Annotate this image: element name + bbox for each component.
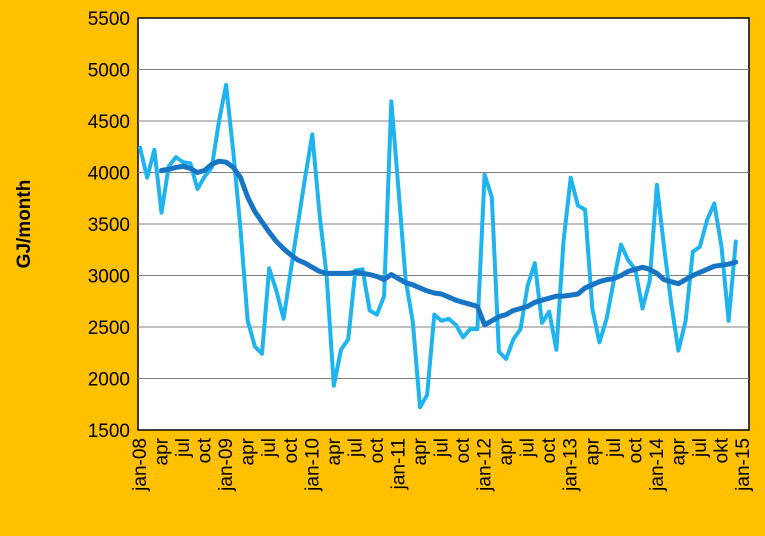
x-tick-label: jul <box>345 438 366 458</box>
x-tick-label: oct <box>195 437 216 463</box>
x-tick-label: jul <box>604 438 625 458</box>
x-tick-label: apr <box>324 437 345 465</box>
x-tick-label: jan-11 <box>388 438 409 490</box>
monthly-series-line <box>138 82 738 410</box>
series-group <box>138 82 739 410</box>
y-tick-label: 1500 <box>88 421 130 442</box>
y-tick-label: 4000 <box>88 164 130 185</box>
x-tick-label: apr <box>582 437 603 465</box>
x-tick-label: jul <box>690 438 711 458</box>
x-tick-label: jul <box>518 438 539 458</box>
x-tick-label: apr <box>496 437 517 465</box>
y-tick-label: 2000 <box>88 370 130 391</box>
x-tick-label: oct <box>625 437 646 463</box>
x-tick-label: jan-14 <box>647 438 668 492</box>
x-axis-ticks: jan-08 apr jul oct jan-09 apr jul oct jan-10 apr j… <box>130 437 754 492</box>
y-tick-label: 2500 <box>88 318 130 339</box>
y-axis-ticks: 1500 2000 2500 3000 3500 4000 4500 5000 5500 <box>88 9 130 442</box>
y-axis-label: GJ/month <box>14 180 35 269</box>
x-tick-label: oct <box>453 437 474 463</box>
y-tick-label: 3500 <box>88 215 130 236</box>
x-tick-label: jul <box>173 438 194 458</box>
x-tick-label: oct <box>367 437 388 463</box>
x-tick-label: jan-10 <box>302 438 323 492</box>
x-tick-label: jan-09 <box>216 438 237 492</box>
x-tick-label: jul <box>432 438 453 458</box>
x-tick-label: jan-13 <box>561 438 582 492</box>
x-tick-label: jan-12 <box>475 438 496 492</box>
x-tick-label: jul <box>259 438 280 458</box>
y-tick-label: 5000 <box>88 61 130 82</box>
x-tick-label: jan-15 <box>733 438 754 492</box>
x-tick-label: apr <box>152 437 173 465</box>
x-tick-label: apr <box>668 437 689 465</box>
y-tick-label: 3000 <box>88 267 130 288</box>
x-tick-label: okt <box>711 437 732 463</box>
x-tick-label: oct <box>281 437 302 463</box>
x-tick-label: apr <box>238 437 259 465</box>
x-tick-label: oct <box>539 437 560 463</box>
x-tick-label: jan-08 <box>130 438 151 492</box>
x-tick-label: apr <box>410 437 431 465</box>
y-tick-label: 5500 <box>88 9 130 30</box>
trend-series-line <box>159 158 739 328</box>
y-tick-label: 4500 <box>88 112 130 133</box>
